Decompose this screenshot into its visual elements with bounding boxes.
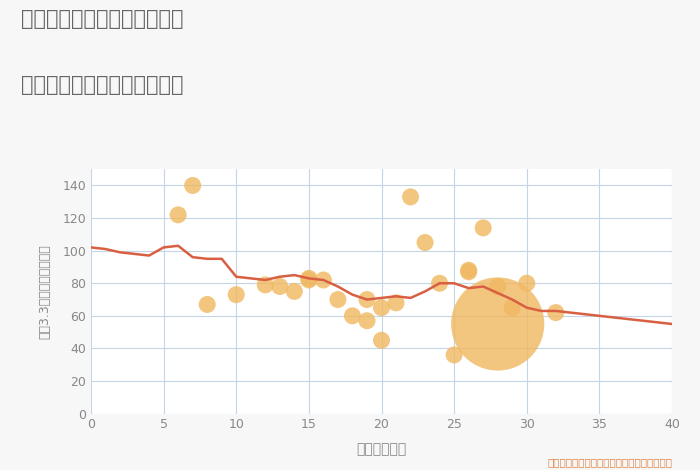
Point [521, 280, 532, 287]
Point [449, 351, 460, 359]
Point [260, 281, 271, 289]
Y-axis label: 坪（3.3㎡）単価（万円）: 坪（3.3㎡）単価（万円） [38, 244, 51, 339]
Point [361, 296, 372, 303]
Text: 円の大きさは、取引のあった物件面積を示す: 円の大きさは、取引のあった物件面積を示す [547, 458, 672, 468]
Point [303, 276, 314, 284]
Point [463, 268, 475, 275]
Point [391, 299, 402, 306]
Point [289, 288, 300, 295]
Point [202, 301, 213, 308]
X-axis label: 築年数（年）: 築年数（年） [356, 443, 407, 456]
Point [492, 283, 503, 290]
Point [376, 337, 387, 344]
Point [332, 296, 344, 303]
Point [346, 312, 358, 320]
Point [550, 309, 561, 316]
Point [231, 291, 242, 298]
Point [274, 283, 286, 290]
Text: 兵庫県神戸市長田区長田町の: 兵庫県神戸市長田区長田町の [21, 9, 183, 30]
Point [318, 276, 329, 284]
Point [172, 211, 183, 219]
Point [492, 320, 503, 328]
Point [361, 317, 372, 324]
Point [405, 193, 416, 201]
Point [463, 266, 475, 274]
Point [303, 274, 314, 282]
Point [434, 280, 445, 287]
Text: 築年数別中古マンション価格: 築年数別中古マンション価格 [21, 75, 183, 95]
Point [419, 239, 430, 246]
Point [187, 182, 198, 189]
Point [507, 304, 518, 312]
Point [477, 224, 489, 232]
Point [376, 304, 387, 312]
